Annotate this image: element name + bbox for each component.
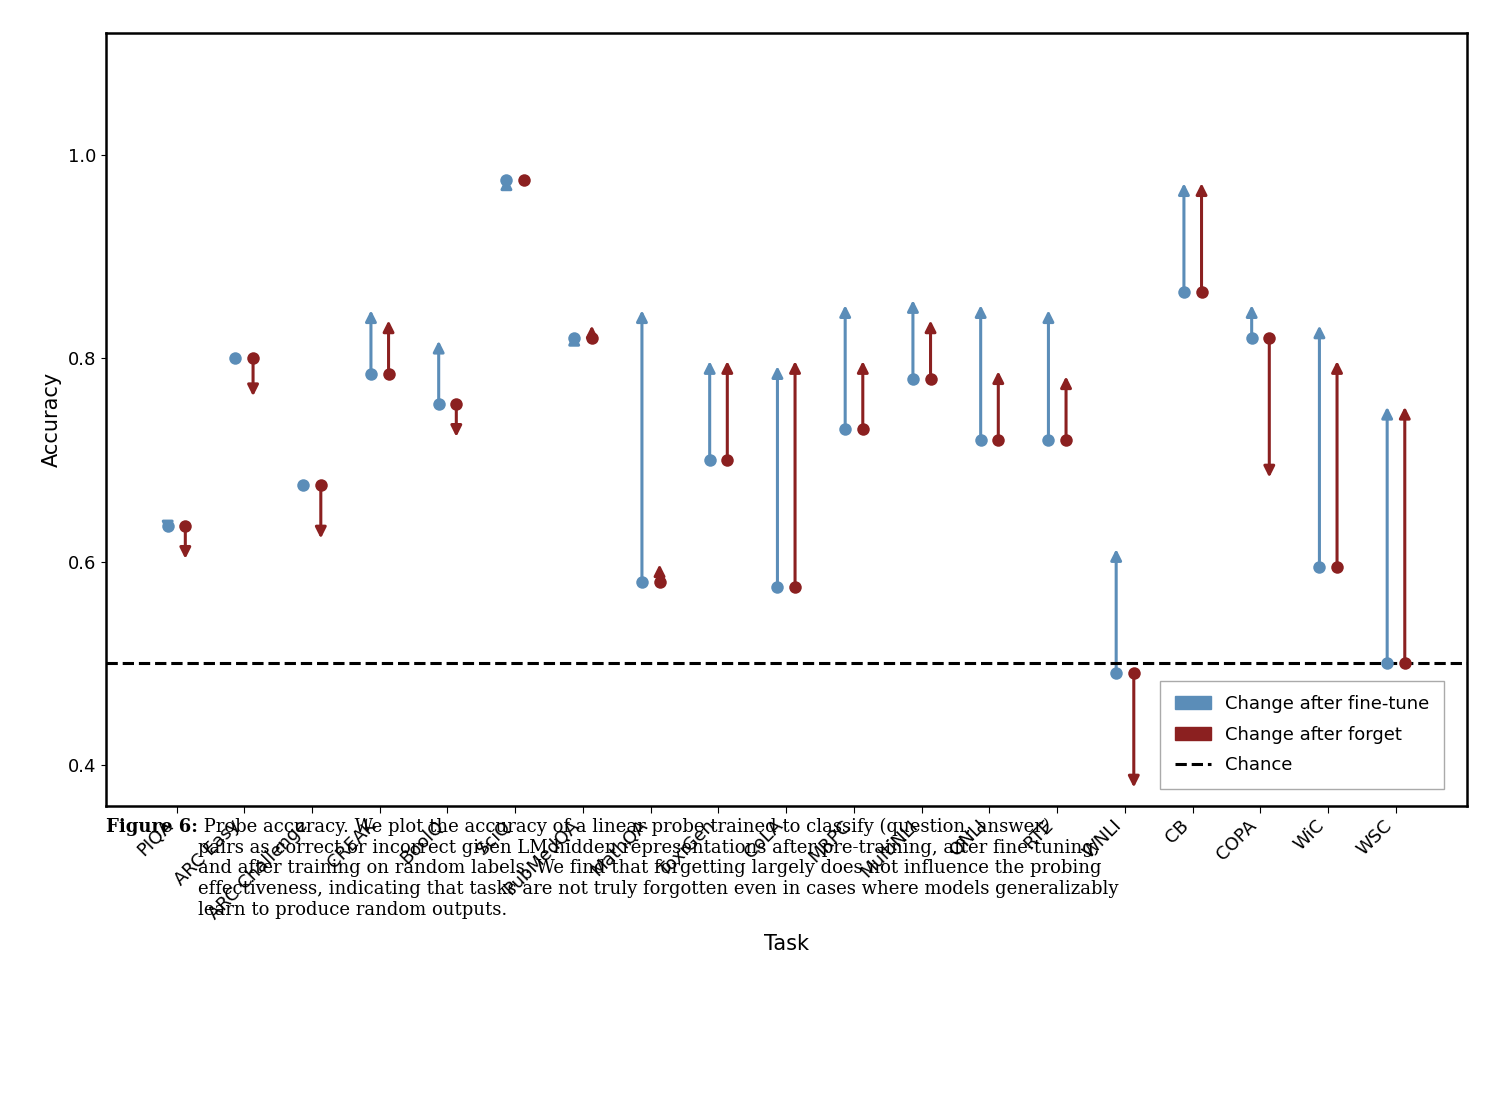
Y-axis label: Accuracy: Accuracy — [42, 371, 62, 467]
Text: Probe accuracy. We plot the accuracy of a linear probe trained to classify (ques: Probe accuracy. We plot the accuracy of … — [198, 818, 1119, 919]
Legend: Change after fine-tune, Change after forget, Chance: Change after fine-tune, Change after for… — [1160, 681, 1444, 789]
X-axis label: Task: Task — [764, 934, 809, 954]
Text: Figure 6:: Figure 6: — [106, 818, 198, 835]
